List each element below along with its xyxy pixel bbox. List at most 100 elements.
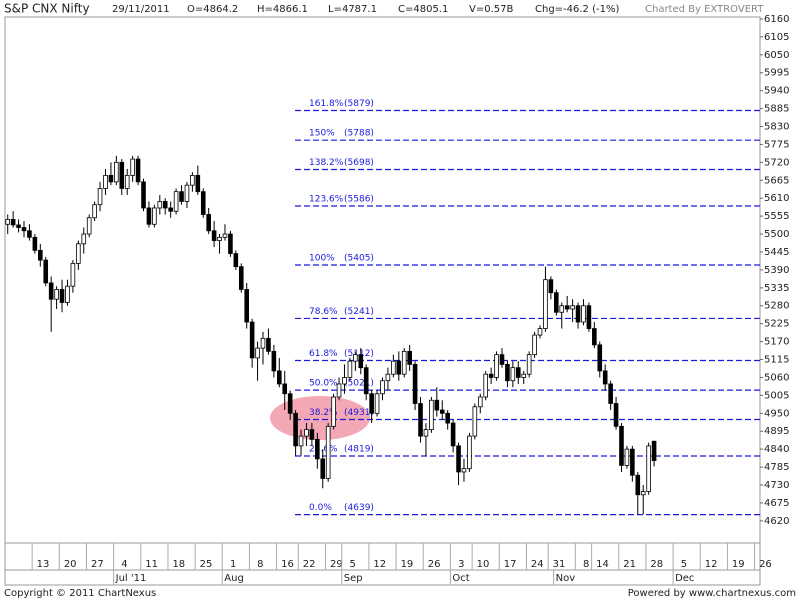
x-tick-label: 4 [121,559,127,570]
y-tick-label: 5445 [764,247,789,258]
month-label: Aug [224,573,244,584]
candle-body [168,207,173,212]
candle-body [135,158,141,183]
y-tick-label: 6105 [764,32,789,43]
candle-body [358,354,364,369]
candle-body [423,429,429,437]
fib-label: 0.0% [309,503,332,513]
y-tick-label: 5610 [764,193,789,204]
fib-label: 38.2% [309,408,338,418]
candle-body [505,364,510,382]
x-tick-label: 19 [732,559,745,570]
candle-body [532,334,537,356]
candle-body [586,305,592,329]
candle-body [27,230,32,238]
candle-body [526,354,532,375]
candle-body [608,383,613,404]
y-tick-label: 5885 [764,104,789,115]
x-tick-label: 28 [650,559,663,570]
x-tick-label: 5 [349,559,355,570]
change-text: Chg=-46.2 (-1%) [535,4,619,15]
candle-body [336,383,342,398]
candle-body [282,383,288,395]
y-tick-label: 5005 [764,390,789,401]
candle-body [515,367,521,378]
candle-body [54,289,59,300]
fib-value-label: (4819) [344,444,374,454]
fib-label: 138.2% [309,158,344,168]
y-tick-label: 5995 [764,68,789,79]
candle-body [396,360,402,375]
candle-body [59,289,65,303]
candle-body [21,227,27,232]
candle-body [461,468,467,473]
candle-body [16,224,21,228]
x-tick-label: 3 [458,559,464,570]
candle-body [537,328,543,336]
candle-body [184,184,190,202]
fib-value-label: (5021) [344,379,374,389]
candle-body [287,393,293,414]
y-tick-label: 4840 [764,444,789,455]
candle-body [114,161,119,183]
x-tick-label: 24 [531,559,544,570]
month-label: Sep [344,573,363,584]
candle-body [10,218,16,226]
x-tick-label: 29 [330,559,343,570]
candle-body [353,354,358,362]
candle-body [499,354,505,365]
month-label: Oct [452,573,469,584]
fib-label: 161.8% [309,99,344,109]
powered-by: Powered by www.chartnexus.com [628,588,796,599]
high-text: H=4866.1 [257,4,308,15]
candle-body [564,305,570,310]
fib-value-label: (5879) [344,99,374,109]
candle-body [298,435,304,447]
candle-body [255,347,260,359]
candle-body [592,328,597,346]
x-tick-label: 19 [401,559,414,570]
candle-body [65,285,70,303]
candle-body [554,292,559,313]
candle-body [602,370,608,385]
candle-body [412,364,418,404]
candle-body [260,337,266,349]
candle-body [385,373,391,382]
volume-text: V=0.57B [469,4,513,15]
x-axis-frame [4,542,761,586]
month-label: Jul '11 [115,573,147,584]
candle-body [483,373,489,398]
fib-label: 150% [309,129,335,139]
candle-body [613,403,619,427]
candle-body [108,174,114,183]
y-tick-label: 4620 [764,516,789,527]
candle-body [217,236,222,241]
open-text: O=4864.2 [187,4,238,15]
y-tick-label: 6050 [764,50,789,61]
candle-body [81,233,87,245]
candle-body [401,350,407,375]
candle-body [228,233,233,255]
candle-body [456,445,461,473]
candle-body [276,370,282,385]
fib-value-label: (5112) [344,349,374,359]
candle-body [624,448,630,466]
candle-body [450,422,456,447]
y-tick-label: 5060 [764,372,789,383]
x-tick-label: 11 [145,559,158,570]
candle-body [363,367,369,395]
candle-body [173,191,179,212]
candle-body [619,425,624,466]
credit: Charted By EXTROVERT [645,4,764,15]
candle-body [309,429,315,440]
y-tick-label: 4950 [764,408,789,419]
candle-body [651,440,657,461]
candle-body [130,158,135,176]
y-tick-label: 5775 [764,139,789,150]
candle-body [233,253,239,268]
candle-body [32,236,38,251]
x-tick-label: 31 [553,559,566,570]
candle-body [494,354,499,378]
month-label: Nov [556,573,576,584]
fib-value-label: (5405) [344,254,374,264]
